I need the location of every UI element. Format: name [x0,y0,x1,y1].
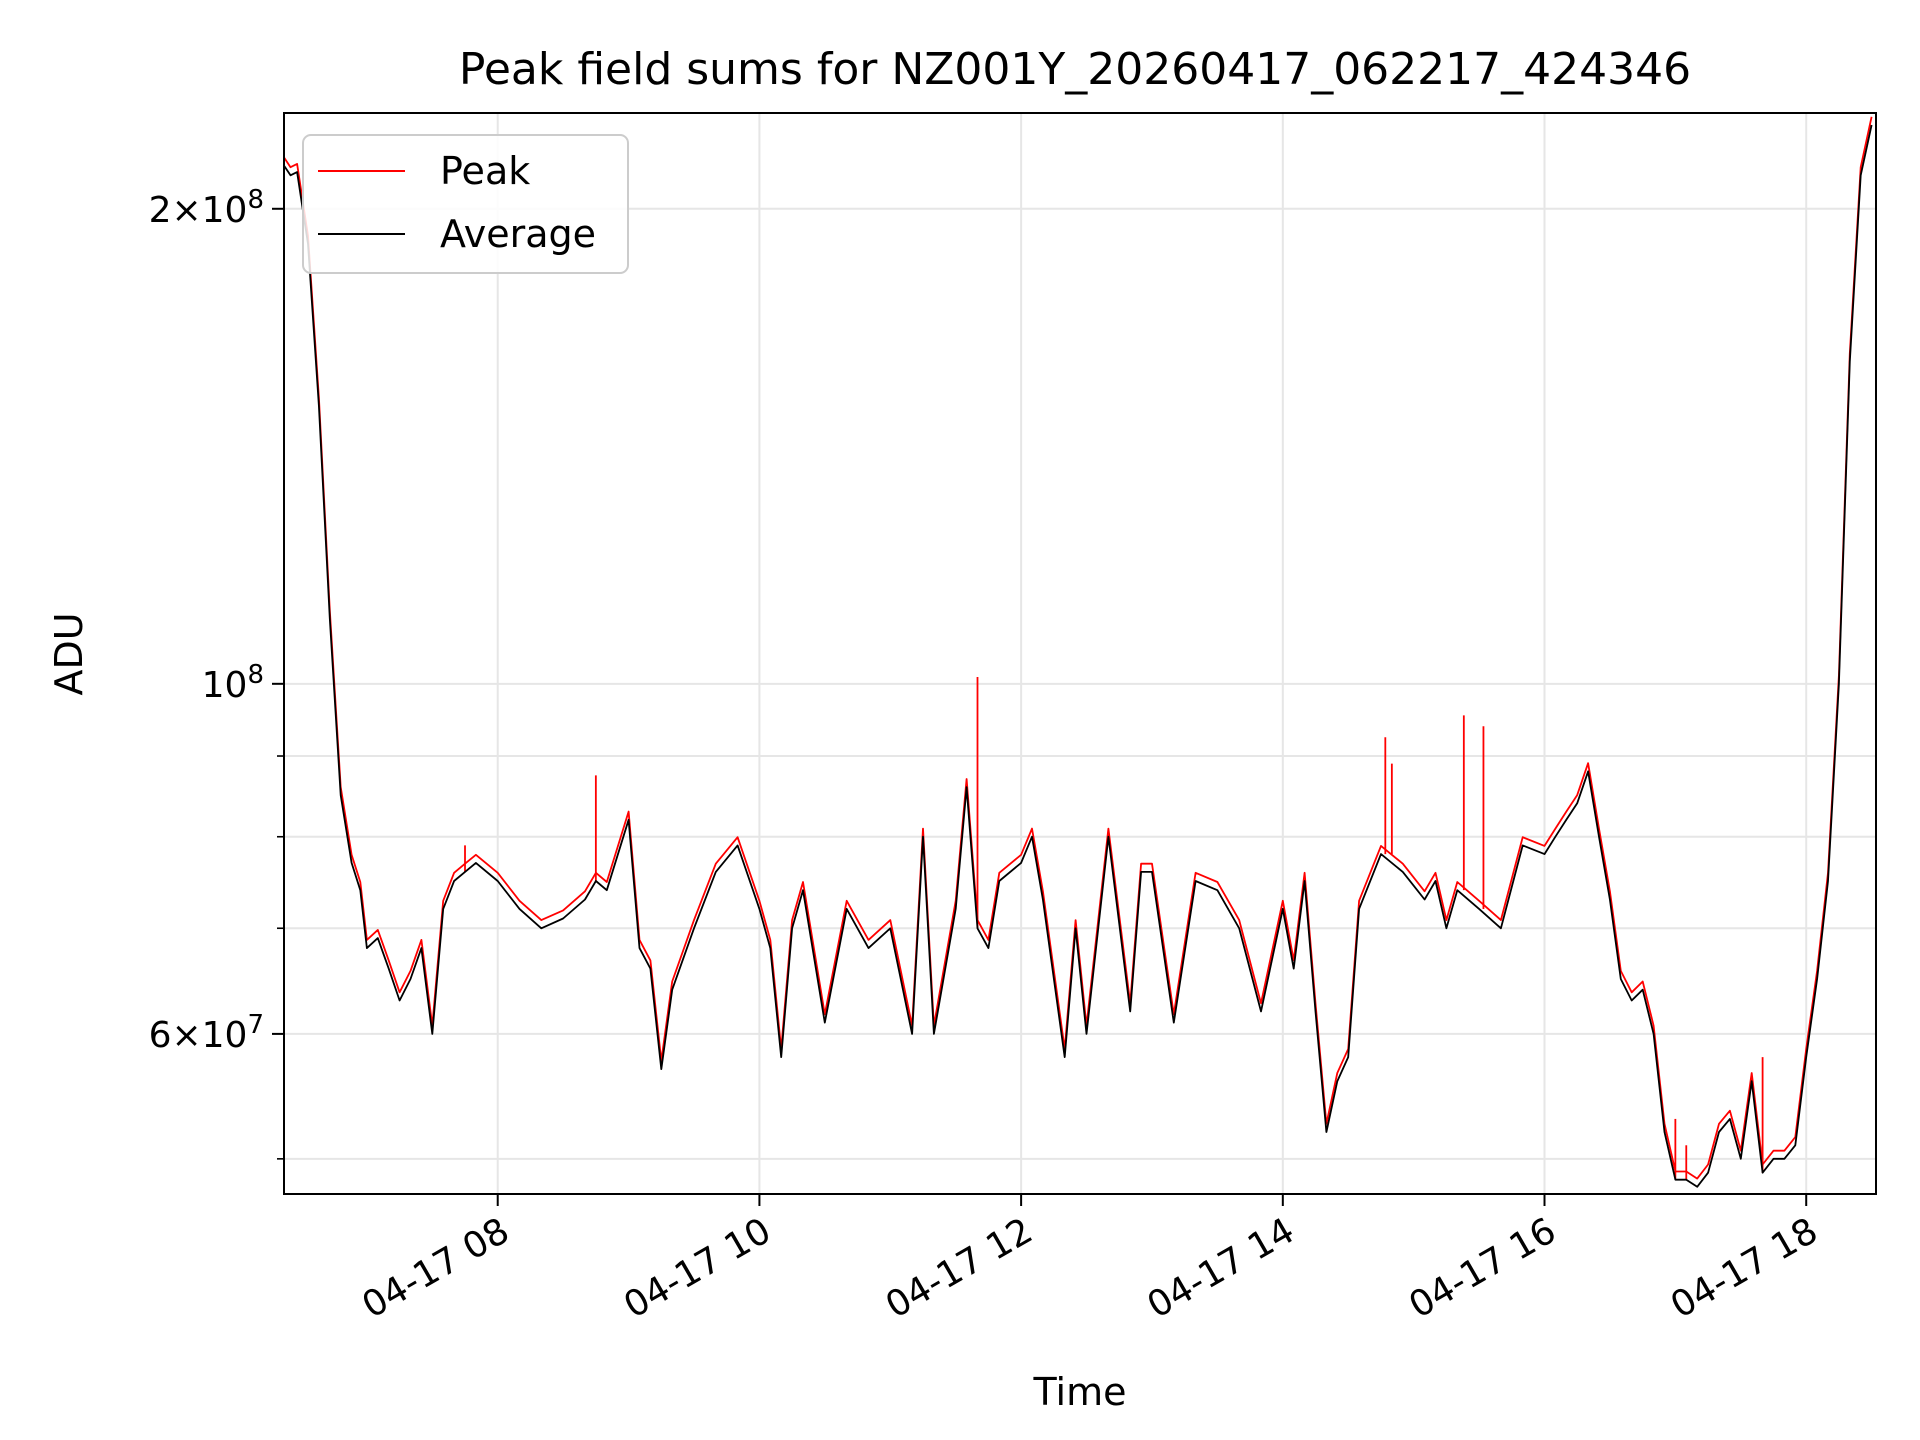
x-axis-label: Time [1033,1370,1127,1414]
x-tick-label: 04-17 18 [1664,1210,1825,1326]
x-tick-label: 04-17 14 [1141,1210,1302,1326]
x-tick-label: 04-17 10 [617,1210,778,1326]
x-tick-label: 04-17 12 [879,1210,1040,1326]
y-axis: 6×107 108 2×108 [149,185,284,1160]
x-tick-label: 04-17 08 [356,1210,517,1326]
average-series-line [283,124,1873,1188]
legend-box [302,134,629,274]
peak-series-line [283,116,1873,1180]
y-tick-label: 6×107 [149,1010,264,1056]
chart-title: Peak field sums for NZ001Y_20260417_0622… [459,44,1691,95]
legend-peak-label: Peak [440,149,530,193]
x-tick-label: 04-17 16 [1402,1210,1563,1326]
x-axis: 04-17 08 04-17 10 04-17 12 04-17 14 04-17 16… [356,1194,1825,1327]
y-axis-label: ADU [47,612,91,695]
y-tick-label: 108 [202,660,264,706]
plot-lines [283,116,1873,1188]
legend-average-label: Average [440,212,596,256]
legend: Peak Average [302,134,629,274]
y-tick-label: 2×108 [149,185,264,231]
plot-frame [283,112,1877,1195]
gridlines [284,113,1876,1194]
